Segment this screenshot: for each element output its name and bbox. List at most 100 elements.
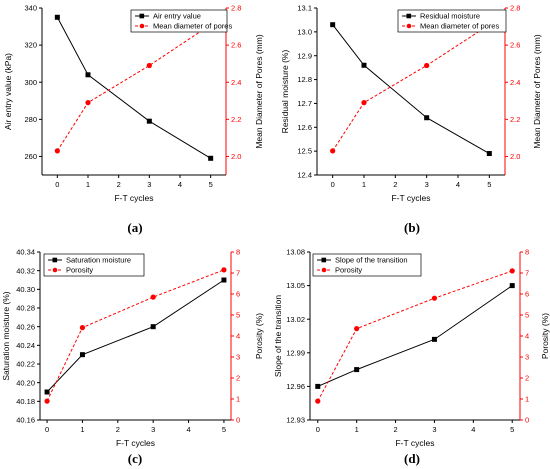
legend-entry: Mean diameter of pores: [420, 22, 499, 31]
data-point-square: [330, 22, 336, 28]
legend-marker-square: [321, 257, 327, 263]
x-tick-label: 5: [487, 180, 491, 189]
left-y-tick-label: 340: [24, 4, 37, 13]
legend-box: [130, 9, 228, 33]
data-point-circle: [315, 398, 321, 404]
series-line: [46, 279, 225, 393]
data-point-square: [486, 151, 492, 157]
right-y-tick-label: 7: [525, 269, 529, 278]
data-point-circle: [431, 295, 438, 301]
right-y-tick-label: 2.8: [510, 4, 520, 13]
left-y-axis-title: Slope of the transition: [273, 295, 283, 377]
data-point-circle: [85, 100, 91, 106]
data-point-square: [85, 72, 91, 78]
chart-panel-a: 0 1 2 3 4 5 F-T cycles 260 280 300 320 340 2.0 2.2 2.4…: [3, 4, 264, 235]
x-tick-label: 1: [355, 425, 359, 434]
right-y-tick-label: 2.8: [231, 4, 241, 13]
right-y-tick-label: 2.0: [510, 152, 520, 161]
legend-box: [397, 9, 507, 33]
data-point-square: [208, 155, 214, 161]
left-y-tick-label: 40.32: [16, 266, 35, 275]
right-y-axis-title: Mean Diameter of Pores (mm): [532, 34, 542, 148]
right-y-tick-label: 2: [236, 374, 240, 383]
left-y-axis-title: Air entry value (kPa): [3, 53, 13, 130]
series-line: [56, 17, 211, 159]
data-point-square: [424, 115, 430, 121]
x-tick-label: 5: [222, 425, 226, 434]
right-y-tick-label: 3: [525, 353, 529, 362]
data-point-circle: [44, 398, 50, 404]
panel-label: (d): [404, 451, 420, 466]
data-point-square: [150, 324, 156, 330]
panel-label: (a): [127, 220, 142, 235]
right-y-tick-label: 0: [236, 416, 240, 425]
right-y-tick-label: 5: [525, 311, 529, 320]
data-point-square: [44, 389, 50, 395]
x-axis-title: F-T cycles: [114, 193, 153, 203]
left-y-tick-label: 12.8: [297, 75, 312, 84]
data-point-circle: [509, 268, 515, 274]
x-tick-label: 2: [117, 180, 121, 189]
data-point-square: [431, 336, 437, 342]
right-y-tick-label: 5: [236, 311, 240, 320]
data-point-circle: [146, 62, 152, 69]
left-y-tick-label: 40.28: [16, 304, 35, 313]
x-tick-label: 4: [471, 425, 475, 434]
data-point-square: [146, 118, 152, 124]
right-y-axis-title: Porosity (%): [254, 313, 264, 359]
left-y-tick-label: 40.20: [16, 378, 35, 387]
legend-entry: Air entry value: [153, 12, 201, 21]
right-y-tick-label: 1: [236, 395, 240, 404]
data-point-circle: [150, 294, 156, 300]
x-tick-label: 1: [86, 180, 90, 189]
legend-entry: Porosity: [335, 266, 362, 275]
x-tick-label: 5: [209, 180, 213, 189]
x-tick-label: 3: [425, 180, 429, 189]
right-y-tick-label: 2: [525, 374, 529, 383]
series-line: [317, 285, 513, 387]
right-y-tick-label: 2.2: [231, 115, 241, 124]
right-y-tick-label: 2.4: [231, 78, 241, 87]
x-tick-label: 3: [432, 425, 436, 434]
panel-label: (b): [404, 220, 420, 235]
right-y-tick-label: 2.0: [231, 152, 241, 161]
series-line: [332, 24, 490, 152]
data-point-square: [509, 283, 515, 289]
left-y-tick-label: 13.02: [286, 315, 305, 324]
series-line: [317, 270, 513, 402]
x-tick-label: 1: [362, 180, 366, 189]
series-line: [56, 24, 211, 152]
legend-box: [43, 253, 145, 277]
right-y-tick-label: 7: [236, 269, 240, 278]
legend-marker-circle: [52, 267, 58, 273]
data-point-square: [79, 352, 85, 358]
data-point-square: [361, 62, 367, 68]
left-y-tick-label: 40.34: [16, 248, 35, 257]
left-y-tick-label: 280: [24, 115, 37, 124]
x-tick-label: 4: [456, 180, 460, 189]
left-y-tick-label: 13.08: [286, 248, 305, 257]
left-y-tick-label: 40.26: [16, 322, 35, 331]
x-axis-title: F-T cycles: [116, 438, 155, 448]
panel-label: (c): [128, 451, 142, 466]
legend-marker-square: [406, 13, 412, 19]
x-tick-label: 3: [147, 180, 151, 189]
chart-panel-c: 0 1 2 3 4 5 F-T cycles 40.16 40.18 40.20 40.22 40.2…: [1, 248, 264, 466]
legend-entry: Saturation moisture: [66, 256, 131, 265]
left-y-tick-label: 12.4: [297, 171, 312, 180]
right-y-tick-label: 8: [525, 248, 529, 257]
left-y-tick-label: 40.16: [16, 416, 35, 425]
x-tick-label: 0: [55, 180, 59, 189]
x-tick-label: 4: [186, 425, 190, 434]
data-point-circle: [54, 148, 60, 154]
data-point-square: [221, 277, 227, 283]
right-y-tick-label: 1: [525, 395, 529, 404]
left-y-tick-label: 260: [24, 152, 37, 161]
legend-marker-circle: [139, 23, 145, 29]
legend-entry: Mean diameter of pores: [153, 22, 232, 31]
legend-entry: Slope of the transition: [335, 256, 408, 265]
legend-marker-circle: [406, 23, 412, 29]
